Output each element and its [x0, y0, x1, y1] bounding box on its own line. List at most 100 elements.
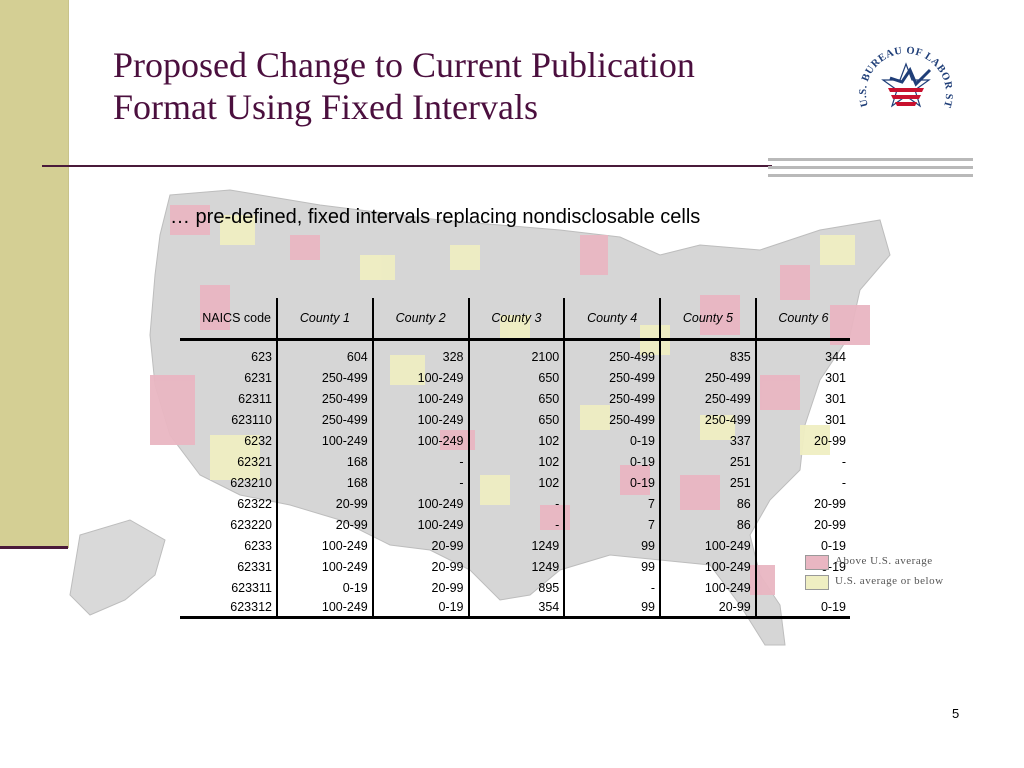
- county-5-cell: 337: [660, 431, 757, 452]
- county-5-cell: 250-499: [660, 410, 757, 431]
- county-6-cell: 20-99: [814, 497, 846, 511]
- county-3-cell: 354: [468, 598, 566, 619]
- county-3-cell: 1249: [468, 536, 566, 557]
- legend-swatch-above: [805, 555, 829, 570]
- county-6-cell: 0-19: [820, 539, 846, 553]
- title-divider: [42, 165, 772, 167]
- slide-title-line-1: Proposed Change to Current Publication: [113, 45, 695, 85]
- county-2-cell: 328: [372, 347, 470, 368]
- table-row: 6231 250-499 100-249 650 250-499 250-499 301: [180, 368, 850, 389]
- naics-cell: 6232: [180, 431, 278, 452]
- county-5-cell: 250-499: [660, 389, 757, 410]
- county-1-cell: 100-249: [277, 536, 374, 557]
- header-naics-code: NAICS code: [180, 298, 278, 341]
- county-3-cell: 650: [468, 368, 566, 389]
- county-4-cell: 250-499: [564, 410, 661, 431]
- county-2-cell: 100-249: [372, 410, 470, 431]
- naics-cell: 62322: [180, 494, 278, 515]
- county-5-cell: 251: [660, 473, 757, 494]
- county-3-cell: 102: [468, 431, 566, 452]
- header-county-4: County 4: [564, 298, 661, 341]
- county-1-cell: 250-499: [277, 368, 374, 389]
- county-5-cell: 86: [660, 494, 757, 515]
- county-6-cell: 344: [825, 350, 846, 364]
- county-4-cell: 250-499: [564, 347, 661, 368]
- table-row: 623311 0-19 20-99 895-100-249: [180, 578, 850, 598]
- title-divider-accent: [768, 158, 973, 178]
- county-5-cell: 86: [660, 515, 757, 536]
- county-4-cell: 250-499: [564, 368, 661, 389]
- header-county-3: County 3: [468, 298, 566, 341]
- county-1-cell: 100-249: [277, 431, 374, 452]
- table-row: 62321 168-102 0-19 251-: [180, 452, 850, 473]
- county-2-cell: -: [372, 452, 470, 473]
- header-county-5: County 5: [660, 298, 757, 341]
- county-2-cell: 20-99: [372, 557, 470, 578]
- naics-cell: 62311: [180, 389, 278, 410]
- table-row: 62311 250-499 100-249 650 250-499 250-499 301: [180, 389, 850, 410]
- county-4-cell: 250-499: [564, 389, 661, 410]
- naics-cell: 623210: [180, 473, 278, 494]
- county-4-cell: 7: [564, 494, 661, 515]
- table-row: 623312 100-249 0-19 354 99 20-99 0-19: [180, 598, 850, 619]
- naics-cell: 62331: [180, 557, 278, 578]
- county-1-cell: 168: [277, 473, 374, 494]
- county-2-cell: 0-19: [372, 598, 470, 619]
- naics-cell: 623312: [180, 598, 278, 619]
- table-row: 623110 250-499 100-249 650 250-499 250-499 301: [180, 410, 850, 431]
- county-5-cell: 100-249: [660, 578, 757, 598]
- naics-cell: 62321: [180, 452, 278, 473]
- county-2-cell: 100-249: [372, 515, 470, 536]
- county-2-cell: 100-249: [372, 494, 470, 515]
- left-accent-bar: [0, 0, 69, 548]
- county-6-cell: 301: [825, 413, 846, 427]
- county-2-cell: 100-249: [372, 431, 470, 452]
- naics-cell: 623: [180, 347, 278, 368]
- county-1-cell: 100-249: [277, 598, 374, 619]
- county-2-cell: -: [372, 473, 470, 494]
- county-3-cell: 650: [468, 389, 566, 410]
- county-2-cell: 20-99: [372, 536, 470, 557]
- county-5-cell: 251: [660, 452, 757, 473]
- slide-title: Proposed Change to Current Publication F…: [113, 44, 793, 128]
- table-row: 6232 100-249 100-249 102 0-19 337 20-99: [180, 431, 850, 452]
- slide-subtitle: … pre-defined, fixed intervals replacing…: [170, 206, 701, 228]
- county-4-cell: 99: [564, 557, 661, 578]
- county-1-cell: 604: [277, 347, 374, 368]
- county-6-cell: 0-19: [755, 598, 850, 619]
- bls-star-logo-icon: U.S. BUREAU OF LABOR STATISTICS: [850, 30, 954, 109]
- county-6-cell: 301: [825, 371, 846, 385]
- county-6-cell: 301: [825, 392, 846, 406]
- county-1-cell: 20-99: [277, 494, 374, 515]
- page-number: 5: [952, 706, 960, 721]
- county-4-cell: 99: [564, 598, 661, 619]
- county-2-cell: 100-249: [372, 389, 470, 410]
- county-4-cell: 7: [564, 515, 661, 536]
- county-3-cell: 895: [468, 578, 566, 598]
- naics-cell: 623220: [180, 515, 278, 536]
- county-6-cell: 20-99: [814, 518, 846, 532]
- table-row: 62322 20-99 100-249-7 86 20-99: [180, 494, 850, 515]
- left-accent-underline: [0, 546, 68, 549]
- county-1-cell: 168: [277, 452, 374, 473]
- table-header-row: NAICS code County 1 County 2 County 3 County…: [180, 298, 850, 341]
- county-1-cell: 250-499: [277, 410, 374, 431]
- county-2-cell: 20-99: [372, 578, 470, 598]
- naics-county-table: NAICS code County 1 County 2 County 3 County…: [180, 298, 850, 619]
- county-3-cell: 650: [468, 410, 566, 431]
- county-1-cell: 100-249: [277, 557, 374, 578]
- county-4-cell: 0-19: [564, 473, 661, 494]
- naics-cell: 623311: [180, 578, 278, 598]
- county-4-cell: -: [564, 578, 661, 598]
- county-6-cell: -: [841, 455, 846, 469]
- slide-title-line-2: Format Using Fixed Intervals: [113, 87, 538, 127]
- county-5-cell: 100-249: [660, 557, 757, 578]
- table-row: 62331 100-249 20-99 1249 99 100-249 0-19: [180, 557, 850, 578]
- county-3-cell: 102: [468, 452, 566, 473]
- county-5-cell: 250-499: [660, 368, 757, 389]
- county-1-cell: 20-99: [277, 515, 374, 536]
- table-row: 623220 20-99 100-249-7 86 20-99: [180, 515, 850, 536]
- naics-cell: 623110: [180, 410, 278, 431]
- table-row: 623 604 328 2100 250-499 835 344: [180, 347, 850, 368]
- legend-label-above: Above U.S. average: [835, 555, 933, 567]
